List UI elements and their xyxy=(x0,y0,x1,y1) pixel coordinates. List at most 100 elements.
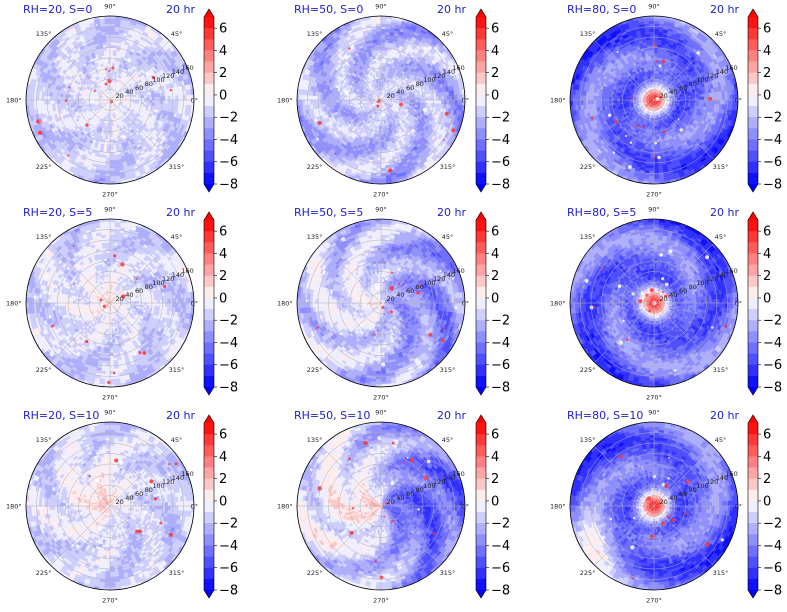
angular-tick-label: 180° xyxy=(6,299,22,307)
speckle xyxy=(67,154,70,157)
colorbar: 6 4 2 0 −2 −4 −6 −8 xyxy=(747,414,782,599)
colorbar-swatch xyxy=(204,545,214,557)
contour-band xyxy=(41,62,188,184)
contour-band xyxy=(170,526,175,533)
speckle xyxy=(314,118,318,122)
speckle xyxy=(43,111,46,115)
speckle xyxy=(618,340,623,345)
speckle xyxy=(381,299,385,304)
colorbar-swatch xyxy=(748,50,758,62)
colorbar-swatch xyxy=(748,220,758,232)
speckle xyxy=(143,510,148,515)
colorbar-tick-label: −2 xyxy=(219,111,238,126)
angular-tick-label: 0° xyxy=(462,299,469,307)
angular-tick-label: 0° xyxy=(191,299,198,307)
speckle xyxy=(679,128,683,132)
colorbar-swatch xyxy=(204,567,214,580)
speckle xyxy=(658,64,662,68)
colorbar-swatch xyxy=(748,478,758,491)
colorbar-tick-label: 0 xyxy=(491,88,499,103)
speckle xyxy=(443,327,446,330)
panel-title: RH=20, S=5 xyxy=(23,206,92,219)
colorbar-swatch xyxy=(476,534,486,546)
speckle xyxy=(652,474,657,479)
speckle xyxy=(661,277,665,281)
speckle xyxy=(93,89,96,93)
angular-grid-spoke xyxy=(594,40,655,101)
colorbar-swatch xyxy=(204,28,214,40)
angular-tick-label: 90° xyxy=(375,408,387,416)
colorbar-swatch xyxy=(748,297,758,310)
speckle xyxy=(305,299,309,303)
speckle xyxy=(627,165,632,169)
colorbar-swatch xyxy=(204,264,214,277)
colorbar-tick-label: 6 xyxy=(763,225,771,240)
colorbar-swatch xyxy=(204,275,214,288)
speckle xyxy=(375,285,380,290)
speckle xyxy=(377,436,382,441)
colorbar-tick-label: −6 xyxy=(219,358,238,373)
angular-tick-label: 180° xyxy=(550,299,566,307)
speckle xyxy=(168,532,173,537)
colorbar-swatch xyxy=(476,297,486,310)
colorbar-swatch xyxy=(204,72,214,85)
angular-tick-label: 315° xyxy=(169,163,185,171)
colorbar-swatch xyxy=(748,39,758,51)
colorbar-tick-label: 0 xyxy=(219,291,227,306)
radial-tick-label: 120 xyxy=(706,72,718,80)
angular-tick-label: 90° xyxy=(104,408,116,416)
colorbar-swatch xyxy=(204,17,214,29)
angular-tick-label: 0° xyxy=(462,502,469,510)
colorbar-swatch xyxy=(476,478,486,491)
colorbar-swatch xyxy=(748,445,758,457)
radial-tick-label: 100 xyxy=(423,279,435,287)
colorbar-extend-min xyxy=(748,387,758,395)
speckle xyxy=(72,244,75,247)
speckle xyxy=(626,338,629,341)
colorbar-tick-label: −6 xyxy=(491,358,510,373)
speckle xyxy=(629,141,633,144)
speckle xyxy=(64,99,68,102)
colorbar-tick-label: −8 xyxy=(763,584,782,599)
angular-tick-label: 135° xyxy=(307,436,323,444)
radial-tick-label: 20 xyxy=(660,498,668,506)
angular-tick-label: 135° xyxy=(307,30,323,38)
colorbar-tick-label: −6 xyxy=(219,155,238,170)
radial-tick-label: 60 xyxy=(406,490,414,498)
speckle xyxy=(104,58,109,63)
angular-grid-spoke xyxy=(653,446,714,507)
colorbar-swatch xyxy=(204,128,214,140)
colorbar-swatch xyxy=(748,375,758,388)
colorbar-swatch xyxy=(476,467,486,480)
colorbar-swatch xyxy=(748,72,758,85)
radial-tick-label: 120 xyxy=(706,275,718,283)
colorbar-tick-label: −2 xyxy=(763,111,782,126)
speckle xyxy=(642,125,645,129)
colorbar-swatch xyxy=(748,61,758,74)
colorbar-tick-label: −4 xyxy=(491,336,510,351)
angular-tick-label: 270° xyxy=(373,190,389,198)
angular-tick-label: 225° xyxy=(307,569,323,577)
radial-tick-label: 120 xyxy=(433,275,445,283)
colorbar-swatch xyxy=(748,434,758,446)
radial-tick-label: 20 xyxy=(387,295,395,303)
colorbar-swatch xyxy=(476,512,486,524)
colorbar-swatch xyxy=(204,61,214,74)
polar-frame xyxy=(296,421,466,591)
speckle xyxy=(379,95,384,100)
speckle xyxy=(685,512,689,516)
speckle xyxy=(707,112,710,115)
colorbar-swatch xyxy=(204,39,214,51)
angular-tick-label: 180° xyxy=(6,96,22,104)
radial-tick-label: 160 xyxy=(725,267,737,275)
speckle xyxy=(650,534,655,540)
radial-tick-label: 140 xyxy=(443,68,455,76)
panel-time-label: 20 hr xyxy=(437,206,466,219)
angular-grid-spoke xyxy=(653,302,714,363)
polar-gridlines xyxy=(569,421,739,591)
radial-tick-label: 60 xyxy=(406,287,414,295)
colorbar-swatch xyxy=(476,161,486,174)
angular-tick-label: 90° xyxy=(104,2,116,10)
